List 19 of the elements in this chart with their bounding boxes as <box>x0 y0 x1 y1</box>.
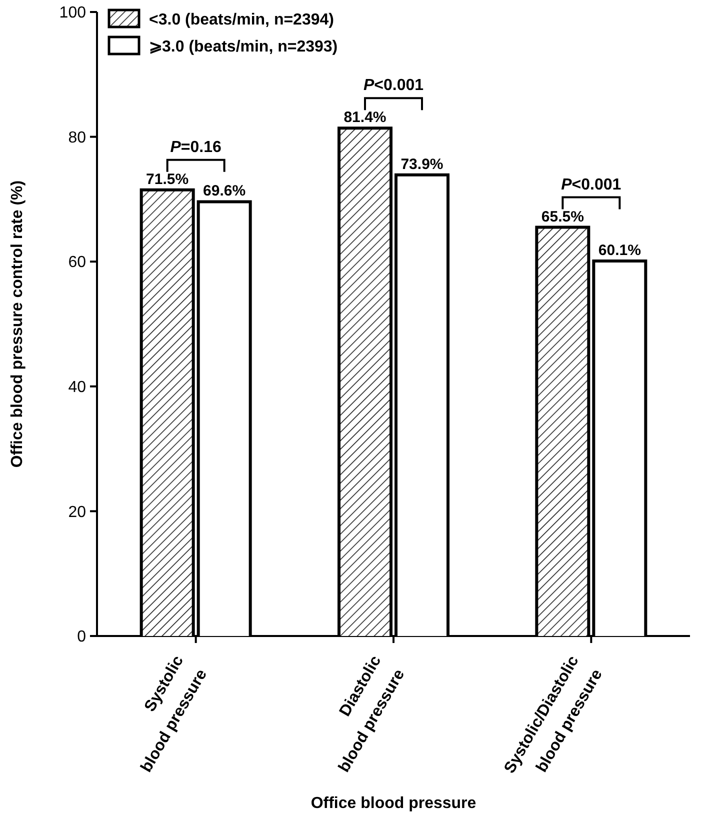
annotation: P<0.001 <box>363 77 424 94</box>
y-tick-label: 40 <box>68 379 86 396</box>
y-tick-label: 20 <box>68 504 86 521</box>
data-label: 73.9% <box>400 156 444 173</box>
y-tick-label: 0 <box>77 628 86 646</box>
data-label: 60.1% <box>598 242 641 259</box>
annotation: P<0.001 <box>561 176 622 194</box>
y-tick-label: 80 <box>68 129 86 146</box>
annotation: P=0.16 <box>170 138 222 156</box>
x-axis-title: Office blood pressure <box>310 795 476 812</box>
legend-label: ⩾3.0 (beats/min, n=2393) <box>149 38 338 56</box>
legend-label: <3.0 (beats/min, n=2394) <box>149 12 334 29</box>
data-label: 69.6% <box>203 182 246 200</box>
y-tick-label: 60 <box>68 254 86 272</box>
data-label: 71.5% <box>146 170 189 188</box>
y-tick-label: 100 <box>59 4 86 22</box>
data-label: 81.4% <box>344 109 386 126</box>
data-label: 65.5% <box>541 208 584 226</box>
y-axis-title: Office blood pressure control rate (%) <box>9 180 26 468</box>
